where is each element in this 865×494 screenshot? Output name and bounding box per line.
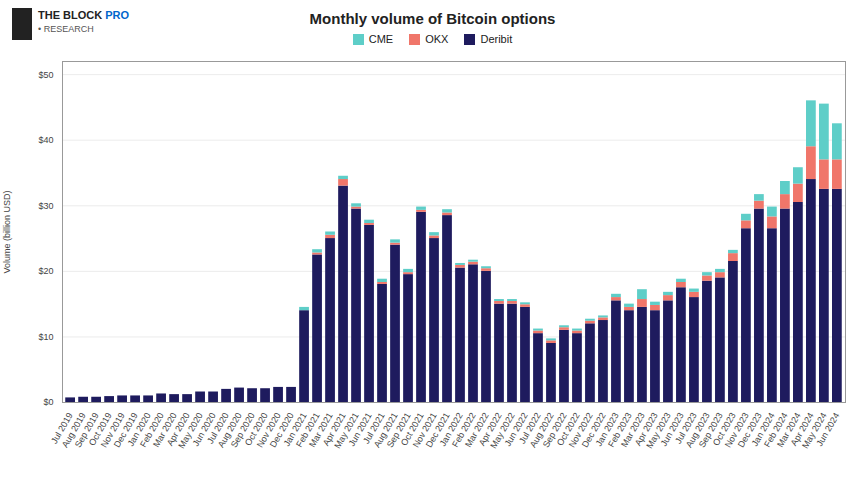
svg-text:$40: $40 [38,135,53,145]
svg-text:Jul 2019: Jul 2019 [49,410,75,446]
svg-text:Sep 2020: Sep 2020 [228,410,257,450]
svg-text:Feb 2020: Feb 2020 [138,410,166,449]
svg-text:Apr 2020: Apr 2020 [164,410,192,448]
svg-text:Sep 2023: Sep 2023 [696,410,725,450]
svg-text:Volume (billion USD): Volume (billion USD) [2,190,12,273]
svg-text:Jan 2021: Jan 2021 [281,410,309,448]
svg-text:Oct 2022: Oct 2022 [554,410,582,448]
svg-text:Mar 2023: Mar 2023 [619,410,647,449]
svg-text:Mar 2022: Mar 2022 [463,410,491,449]
svg-text:Feb 2022: Feb 2022 [450,410,478,449]
svg-text:Nov 2020: Nov 2020 [254,410,283,450]
html-text:THE BLOCK PRO: THE BLOCK PRO [38,9,130,21]
svg-text:Feb 2024: Feb 2024 [761,410,790,449]
svg-text:Mar 2024: Mar 2024 [774,410,803,449]
svg-text:Jun 2024: Jun 2024 [814,411,841,448]
svg-text:Nov 2022: Nov 2022 [566,410,595,450]
html-text:CME: CME [368,33,394,45]
html-text:Deribit: Deribit [480,33,513,45]
svg-text:Aug 2021: Aug 2021 [371,410,400,450]
html-text:OKX: OKX [425,33,449,45]
svg-text:Jan 2023: Jan 2023 [593,410,621,448]
svg-text:Jul 2023: Jul 2023 [673,410,699,446]
svg-text:Dec 2020: Dec 2020 [267,410,296,450]
svg-text:Nov 2019: Nov 2019 [98,410,127,450]
svg-text:Sep 2022: Sep 2022 [540,410,569,450]
svg-text:Jan 2020: Jan 2020 [125,410,153,448]
svg-text:May 2022: May 2022 [488,410,517,451]
svg-text:Apr 2022: Apr 2022 [476,410,504,448]
svg-text:Sep 2019: Sep 2019 [72,410,101,450]
html-text:• RESEARCH: • RESEARCH [38,24,94,34]
svg-text:Jan 2024: Jan 2024 [749,410,777,448]
svg-text:Oct 2023: Oct 2023 [710,410,738,448]
svg-text:Jun 2022: Jun 2022 [502,410,530,448]
svg-text:Apr 2024: Apr 2024 [788,410,816,448]
svg-text:Oct 2021: Oct 2021 [398,410,426,448]
svg-text:$10: $10 [38,332,53,342]
svg-text:Dec 2023: Dec 2023 [735,410,764,450]
svg-text:$20: $20 [38,266,53,276]
svg-text:Jul 2021: Jul 2021 [361,410,387,446]
svg-text:Aug 2020: Aug 2020 [215,410,244,450]
svg-text:May 2020: May 2020 [176,410,205,451]
svg-text:Apr 2021: Apr 2021 [320,410,348,448]
svg-text:Jan 2022: Jan 2022 [437,410,465,448]
svg-text:Dec 2019: Dec 2019 [111,410,140,450]
svg-text:Jun 2023: Jun 2023 [658,410,686,448]
svg-text:Dec 2022: Dec 2022 [579,410,608,450]
html-text:Monthly volume of Bitcoin opti: Monthly volume of Bitcoin options [309,10,556,27]
svg-text:Oct 2020: Oct 2020 [242,410,270,448]
svg-text:Jun 2020: Jun 2020 [190,410,218,448]
svg-text:Jul 2022: Jul 2022 [517,410,543,446]
svg-text:Feb 2021: Feb 2021 [294,410,322,449]
svg-text:Mar 2021: Mar 2021 [307,410,335,449]
svg-text:Dec 2021: Dec 2021 [423,410,452,450]
svg-text:Feb 2023: Feb 2023 [606,410,634,449]
svg-text:$30: $30 [38,201,53,211]
svg-text:Mar 2020: Mar 2020 [151,410,179,449]
svg-text:Nov 2023: Nov 2023 [722,410,751,450]
svg-text:Aug 2019: Aug 2019 [59,410,88,450]
svg-text:Aug 2023: Aug 2023 [683,410,712,450]
svg-text:Aug 2022: Aug 2022 [527,410,556,450]
svg-text:$0: $0 [43,397,53,407]
svg-text:$50: $50 [38,69,53,79]
svg-text:Oct 2019: Oct 2019 [86,410,114,448]
svg-text:Apr 2023: Apr 2023 [632,410,660,448]
svg-text:Jun 2021: Jun 2021 [346,410,374,448]
svg-text:Jul 2020: Jul 2020 [205,410,231,446]
svg-text:May 2021: May 2021 [332,410,361,451]
svg-text:Sep 2021: Sep 2021 [384,410,413,450]
svg-text:May 2024: May 2024 [800,410,829,451]
svg-text:May 2023: May 2023 [644,410,673,451]
svg-text:Nov 2021: Nov 2021 [410,410,439,450]
